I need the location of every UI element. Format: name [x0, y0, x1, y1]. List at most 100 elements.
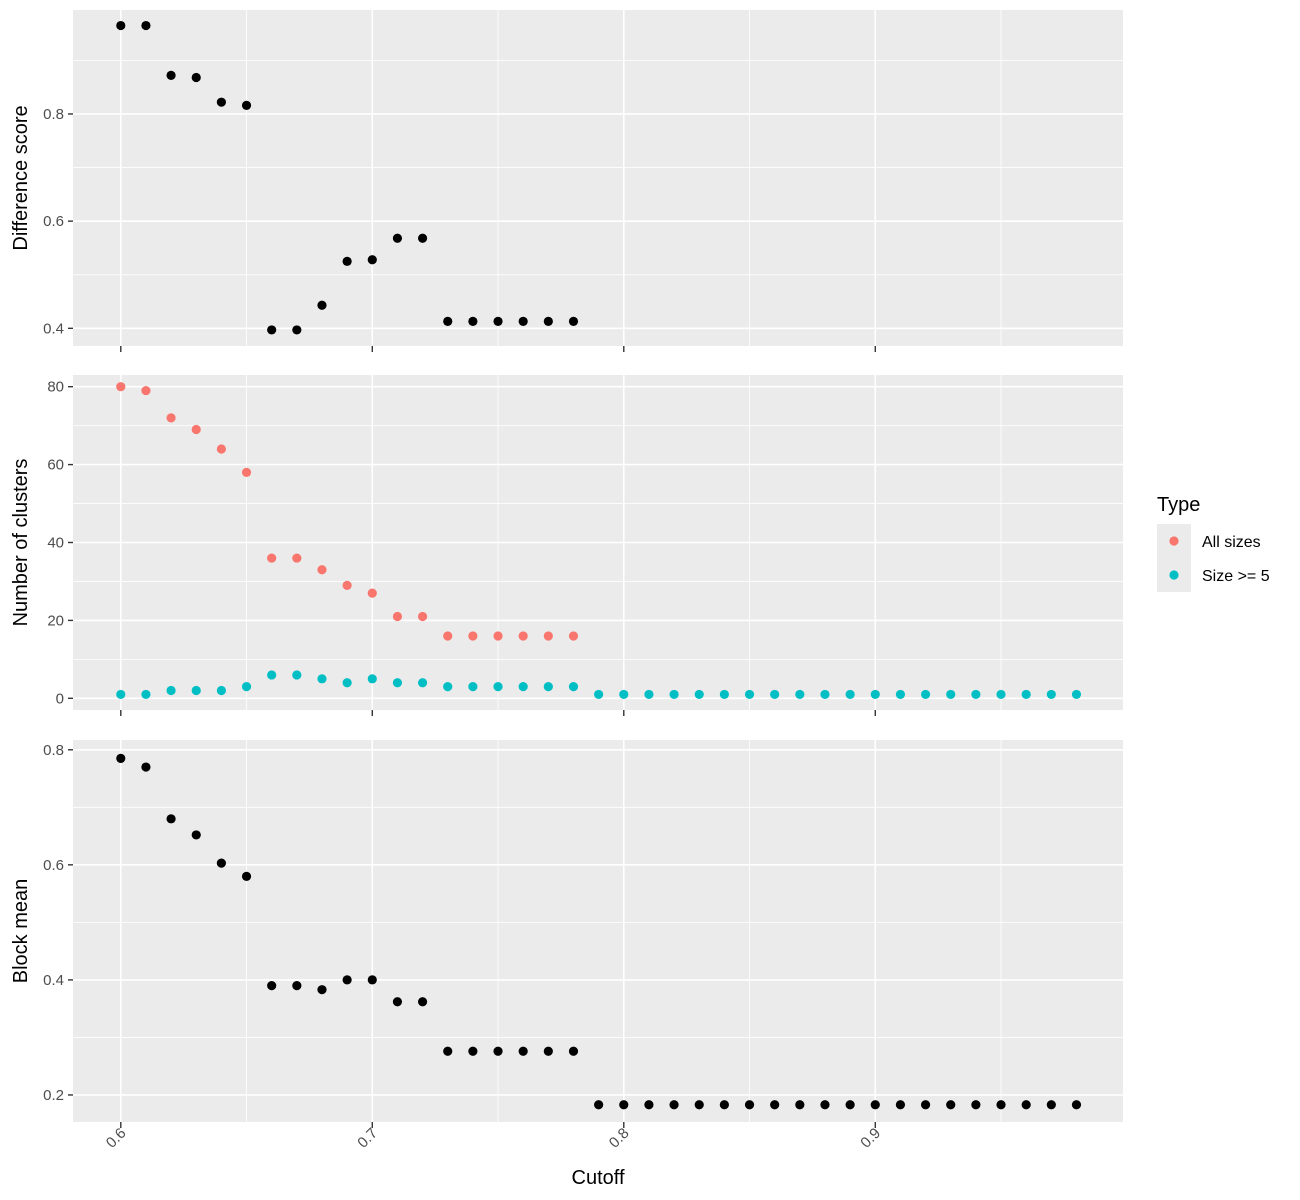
data-point	[518, 1046, 528, 1056]
data-point	[443, 316, 453, 326]
data-point	[845, 1100, 855, 1110]
data-point	[518, 682, 528, 692]
data-point	[493, 682, 503, 692]
data-point	[367, 975, 377, 985]
data-point	[392, 678, 403, 688]
data-point	[443, 682, 453, 692]
y-tick-label: 0.6	[43, 857, 64, 874]
data-point	[317, 985, 327, 995]
x-tick-label: 0.8	[606, 1125, 633, 1152]
data-point	[895, 689, 906, 700]
legend-label: All sizes	[1202, 534, 1261, 551]
data-point	[216, 685, 226, 696]
legend-key-1	[1169, 536, 1179, 546]
data-point	[267, 325, 277, 335]
data-point	[166, 70, 176, 80]
data-point	[367, 588, 377, 598]
data-point	[594, 689, 604, 700]
legend-title: Type	[1157, 494, 1200, 516]
legend-key-2	[1169, 570, 1179, 580]
data-point	[795, 689, 805, 700]
data-point	[543, 1046, 553, 1056]
panel-background	[73, 10, 1123, 346]
data-point	[116, 689, 126, 700]
series-size-5	[116, 670, 1082, 700]
data-point	[116, 20, 126, 31]
y-tick-label: 40	[47, 535, 64, 552]
x-tick-label: 0.9	[857, 1125, 884, 1152]
data-point	[292, 325, 302, 335]
data-point	[241, 100, 252, 110]
data-point	[543, 682, 553, 692]
data-point	[241, 871, 252, 881]
data-point	[820, 689, 830, 700]
data-point	[116, 753, 126, 764]
data-point	[1071, 1100, 1082, 1110]
series-points	[116, 753, 1082, 1110]
data-point	[719, 689, 729, 700]
data-point	[417, 611, 428, 622]
data-point	[392, 611, 403, 622]
y-axis-title: Number of clusters	[10, 459, 32, 627]
data-point	[518, 316, 528, 326]
data-point	[191, 72, 201, 83]
y-tick-label: 20	[47, 612, 64, 629]
y-tick-label: 0.4	[43, 972, 64, 989]
data-point	[141, 20, 151, 31]
data-point	[971, 689, 981, 700]
data-point	[920, 1100, 931, 1110]
y-tick-label: 0.8	[43, 106, 64, 123]
x-axis-title: Cutoff	[572, 1167, 625, 1189]
data-point	[845, 689, 855, 700]
data-point	[367, 674, 377, 684]
data-point	[191, 830, 201, 840]
data-point	[1021, 689, 1031, 700]
data-point	[895, 1100, 906, 1110]
data-point	[443, 631, 453, 641]
data-point	[342, 256, 352, 266]
data-point	[468, 316, 478, 326]
data-point	[342, 975, 352, 985]
data-point	[216, 97, 226, 107]
y-tick-label: 60	[47, 457, 64, 474]
data-point	[1021, 1100, 1031, 1110]
series-all-sizes	[116, 382, 579, 641]
data-point	[141, 762, 151, 772]
panel-2: 0 20 40 60 80 Number of clusters	[10, 375, 1123, 716]
panel-3: 0.2 0.4 0.6 0.8 Block mean	[10, 740, 1123, 1128]
data-point	[568, 316, 579, 326]
data-point	[392, 997, 403, 1007]
legend-label: Size >= 5	[1202, 568, 1270, 585]
y-tick-label: 80	[47, 379, 64, 396]
data-point	[619, 689, 629, 700]
data-point	[392, 233, 403, 243]
data-point	[116, 382, 126, 392]
data-point	[292, 553, 302, 563]
data-point	[493, 631, 503, 641]
data-point	[870, 689, 880, 700]
data-point	[644, 1100, 654, 1110]
x-tick-label: 0.7	[354, 1125, 381, 1152]
data-point	[719, 1100, 729, 1110]
data-point	[971, 1100, 981, 1110]
data-point	[820, 1100, 830, 1110]
data-point	[694, 1100, 704, 1110]
data-point	[317, 565, 327, 575]
data-point	[342, 580, 352, 590]
data-point	[216, 444, 226, 454]
data-point	[543, 631, 553, 641]
data-point	[543, 316, 553, 326]
panel-1: 0.4 0.6 0.8 Difference score	[10, 10, 1123, 352]
data-point	[744, 1100, 755, 1110]
data-point	[770, 1100, 780, 1110]
data-point	[946, 1100, 956, 1110]
data-point	[770, 689, 780, 700]
data-point	[568, 682, 579, 692]
y-tick-label: 0	[56, 690, 64, 707]
x-tick-label: 0.6	[103, 1125, 130, 1152]
data-point	[870, 1100, 880, 1110]
data-point	[166, 413, 176, 423]
data-point	[417, 678, 428, 688]
data-point	[1046, 1100, 1056, 1110]
